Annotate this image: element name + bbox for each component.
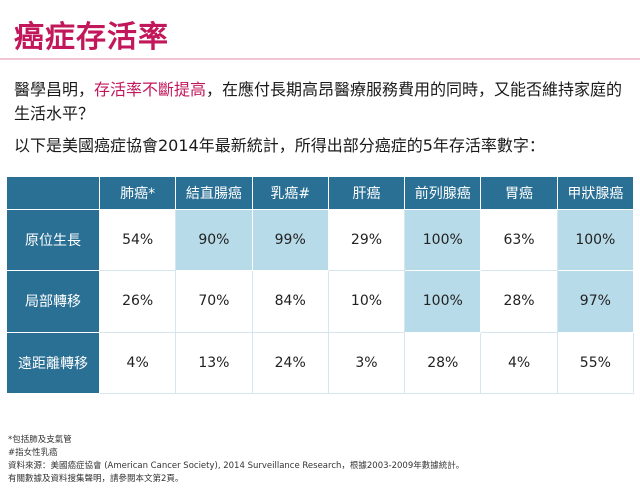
- table-cell: 3%: [327, 331, 406, 395]
- table-cell: 28%: [480, 270, 558, 333]
- row-header-localized: 原位生長: [6, 208, 100, 272]
- table-cell: 29%: [327, 208, 406, 272]
- table-cell: 70%: [175, 270, 253, 333]
- table-header-row: 肺癌* 結直腸癌 乳癌# 肝癌 前列腺癌 胃癌 甲狀腺癌: [6, 176, 635, 210]
- table-cell: 10%: [327, 270, 406, 333]
- table-cell: 26%: [98, 270, 177, 333]
- row-header-distant: 遠距離轉移: [6, 331, 100, 395]
- footnote-source: 資料來源：美國癌症協會 (American Cancer Society), 2…: [8, 461, 465, 471]
- table-cell: 28%: [404, 331, 482, 395]
- row-header-regional: 局部轉移: [6, 270, 100, 333]
- table-cell: 100%: [556, 208, 635, 272]
- footnote-breast: #指女性乳癌: [8, 448, 58, 458]
- column-header-stomach: 胃癌: [480, 176, 558, 210]
- table-caption: 以下是美國癌症協會2014年最新統計，所得出部分癌症的5年存活率數字：: [14, 136, 545, 155]
- column-header-liver: 肝癌: [327, 176, 406, 210]
- table-cell: 90%: [175, 208, 253, 272]
- intro-text-2: ，在應付長期高昂醫療服務費用的同時，又能否維持家庭的生活水平？: [14, 80, 623, 123]
- table-cell: 99%: [251, 208, 329, 272]
- column-header-lung: 肺癌*: [98, 176, 177, 210]
- column-header-colorectal: 結直腸癌: [175, 176, 253, 210]
- column-header-thyroid: 甲狀腺癌: [556, 176, 635, 210]
- table-cell: 63%: [480, 208, 558, 272]
- footnote-disclaimer: 有關數據及資料搜集聲明，請參閱本文第2頁。: [8, 474, 184, 484]
- table-row: 局部轉移 26% 70% 84% 10% 100% 28% 97%: [6, 270, 635, 333]
- table-cell: 55%: [556, 331, 635, 395]
- table-cell: 4%: [98, 331, 177, 395]
- table-row: 原位生長 54% 90% 99% 29% 100% 63% 100%: [6, 208, 635, 272]
- table-cell: 4%: [480, 331, 558, 395]
- table-cell: 54%: [98, 208, 177, 272]
- table-cell: 24%: [251, 331, 329, 395]
- table-cell: 84%: [251, 270, 329, 333]
- intro-text-1: 醫學昌明，: [14, 80, 95, 99]
- table-cell: 97%: [556, 270, 635, 333]
- table-corner: [6, 176, 100, 210]
- intro-paragraph: 醫學昌明，存活率不斷提高，在應付長期高昂醫療服務費用的同時，又能否維持家庭的生活…: [14, 78, 626, 126]
- table-cell: 100%: [404, 270, 482, 333]
- column-header-prostate: 前列腺癌: [404, 176, 482, 210]
- page-title: 癌症存活率: [14, 20, 169, 55]
- footnotes: *包括肺及支氣管 #指女性乳癌 資料來源：美國癌症協會 (American Ca…: [8, 434, 628, 486]
- intro-highlight: 存活率不斷提高: [94, 80, 207, 99]
- table-cell: 13%: [175, 331, 253, 395]
- table-row: 遠距離轉移 4% 13% 24% 3% 28% 4% 55%: [6, 331, 635, 395]
- column-header-breast: 乳癌#: [251, 176, 329, 210]
- survival-rate-table: 肺癌* 結直腸癌 乳癌# 肝癌 前列腺癌 胃癌 甲狀腺癌 原位生長 54% 90…: [6, 176, 635, 395]
- table-cell: 100%: [404, 208, 482, 272]
- footnote-lung: *包括肺及支氣管: [8, 435, 72, 445]
- title-divider: [0, 58, 640, 60]
